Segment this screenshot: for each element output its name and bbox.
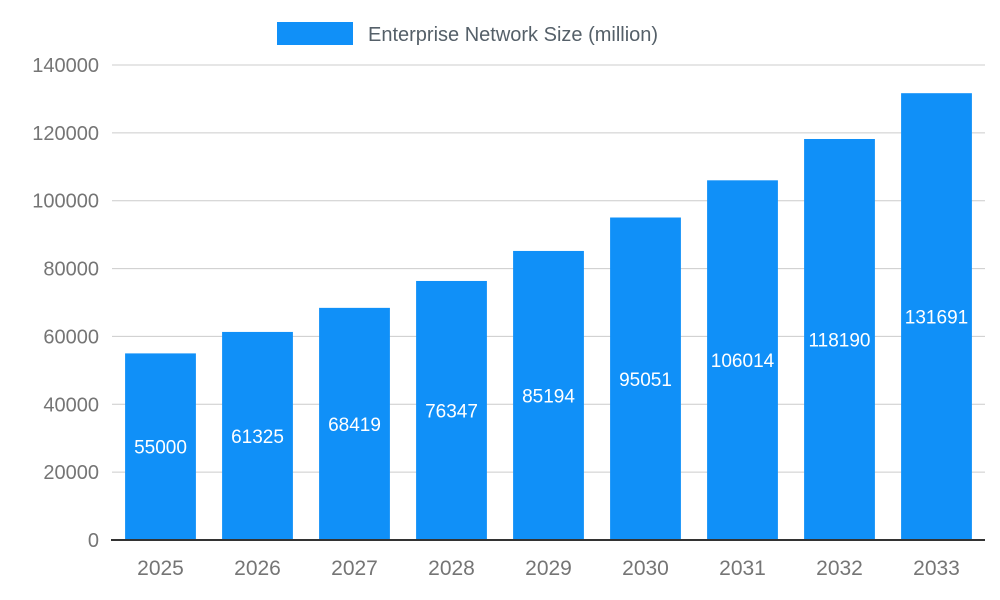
- bar-value-label: 55000: [134, 438, 187, 459]
- bar-value-label: 85194: [522, 386, 575, 407]
- chart-legend: Enterprise Network Size (million): [277, 22, 658, 46]
- bar-2027: [319, 307, 390, 540]
- legend-swatch: [277, 22, 353, 45]
- x-tick-label: 2028: [428, 557, 475, 580]
- bar-2025: [125, 353, 196, 540]
- y-tick-label: 20000: [43, 462, 99, 484]
- y-tick-label: 120000: [32, 123, 99, 145]
- bar-value-label: 131691: [905, 308, 968, 329]
- x-tick-label: 2031: [719, 557, 766, 580]
- bar-value-label: 95051: [619, 370, 672, 391]
- y-tick-label: 140000: [32, 55, 99, 77]
- legend-label: Enterprise Network Size (million): [368, 24, 658, 46]
- x-tick-label: 2030: [622, 557, 669, 580]
- y-tick-label: 0: [88, 530, 99, 552]
- x-tick-label: 2027: [331, 557, 378, 580]
- y-tick-label: 80000: [43, 259, 99, 281]
- bar-value-label: 76347: [425, 401, 478, 422]
- bar-2031: [707, 180, 778, 541]
- bar-2028: [416, 280, 487, 540]
- plot-area: 0 20000 40000 60000 80000 100000 120000 140000 5…: [32, 55, 985, 580]
- bar-2029: [513, 250, 584, 541]
- y-tick-label: 40000: [43, 394, 99, 416]
- x-tick-label: 2029: [525, 557, 572, 580]
- x-tick-label: 2032: [816, 557, 863, 580]
- x-tick-label: 2033: [913, 557, 960, 580]
- bar-2032: [804, 138, 875, 540]
- bar-2030: [610, 217, 681, 540]
- bar-value-label: 61325: [231, 427, 284, 448]
- y-tick-label: 100000: [32, 191, 99, 213]
- bar-2033: [901, 93, 972, 540]
- bar-value-label: 106014: [711, 351, 775, 372]
- x-tick-label: 2026: [234, 557, 281, 580]
- bar-2026: [222, 331, 293, 540]
- bar-value-label: 118190: [809, 330, 871, 351]
- x-tick-label: 2025: [137, 557, 184, 580]
- bar-value-label: 68419: [328, 415, 381, 436]
- y-tick-label: 60000: [43, 326, 99, 348]
